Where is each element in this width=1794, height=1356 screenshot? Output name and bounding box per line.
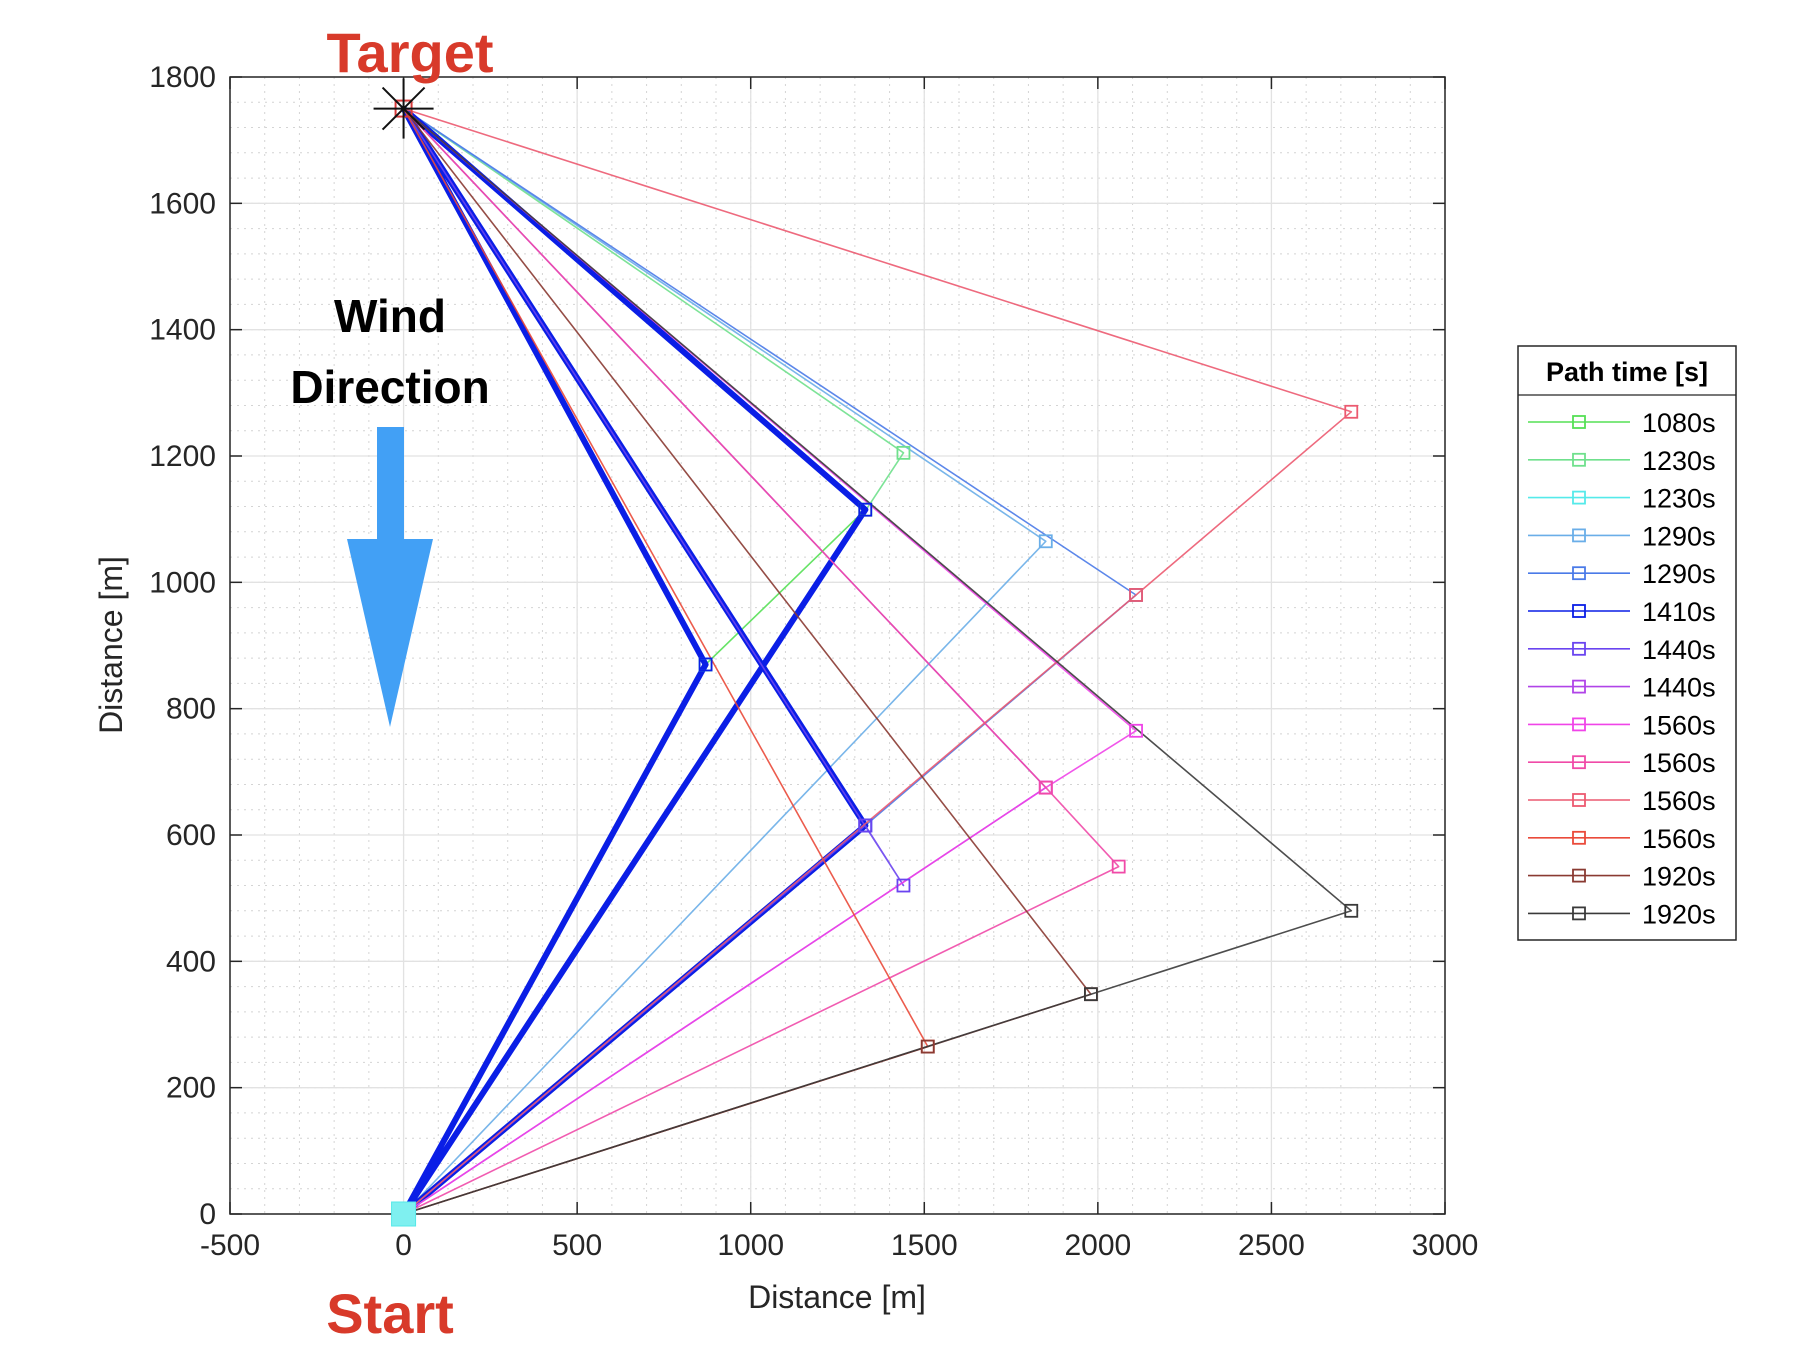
wind-direction-arrow-icon xyxy=(347,427,433,727)
y-tick-label: 600 xyxy=(166,819,216,852)
plot-frame xyxy=(229,76,1446,1215)
y-axis-label: Distance [m] xyxy=(93,556,129,734)
wind-label-line2: Direction xyxy=(290,361,489,413)
series-line-10 xyxy=(403,107,1353,1215)
markers-layer xyxy=(698,404,1359,1054)
legend-entry-label: 1290s xyxy=(1642,521,1716,551)
legend-swatch-marker xyxy=(1572,868,1586,883)
legend-swatch-marker xyxy=(1572,755,1586,770)
y-tick-label: 1400 xyxy=(149,314,216,347)
legend-entry-label: 1560s xyxy=(1642,824,1716,854)
x-tick-label: 0 xyxy=(395,1229,412,1262)
series-marker-12 xyxy=(920,1039,935,1054)
legend-swatch-marker xyxy=(1572,452,1586,467)
legend-swatch-marker xyxy=(1572,906,1586,921)
series-marker-9 xyxy=(1038,780,1053,795)
plot-background xyxy=(230,77,1445,1214)
legend-swatch-marker xyxy=(1572,679,1586,694)
legend-swatch-marker xyxy=(1572,717,1586,732)
y-tick-label: 1000 xyxy=(149,566,216,599)
x-axis-label: Distance [m] xyxy=(748,1279,926,1315)
series-marker-10 xyxy=(1129,588,1143,602)
wind-arrow-shaft xyxy=(377,427,404,540)
wind-arrow-head xyxy=(347,539,433,727)
x-tick-label: 3000 xyxy=(1412,1229,1479,1262)
series-layer xyxy=(400,105,1353,1217)
x-tick-label: 2500 xyxy=(1238,1229,1305,1262)
legend-entry-label: 1230s xyxy=(1642,484,1716,514)
y-tick-label: 200 xyxy=(166,1072,216,1105)
x-tick-label: -500 xyxy=(200,1229,260,1262)
series-marker-13 xyxy=(1344,903,1359,918)
legend-swatch-marker xyxy=(1572,604,1586,618)
start-square xyxy=(391,1201,417,1227)
legend-swatch-marker xyxy=(1572,641,1586,656)
series-marker-8 xyxy=(1129,723,1143,738)
series-marker-3 xyxy=(1038,534,1053,549)
legend-entry-label: 1920s xyxy=(1642,862,1716,892)
legend-entry-label: 1410s xyxy=(1642,597,1716,627)
legend-entry-label: 1440s xyxy=(1642,673,1716,703)
series-line-3 xyxy=(403,107,1047,1215)
x-tick-label: 2000 xyxy=(1064,1229,1131,1262)
x-tick-label: 1000 xyxy=(717,1229,784,1262)
y-tick-label: 800 xyxy=(166,693,216,726)
series-marker-5 xyxy=(698,657,713,672)
series-marker-10 xyxy=(1344,404,1359,419)
series-marker-13 xyxy=(1084,987,1098,1002)
series-marker-9 xyxy=(1111,859,1126,874)
legend-swatch-marker xyxy=(1572,490,1586,505)
legend-entry-label: 1230s xyxy=(1642,446,1716,476)
x-tick-label: 1500 xyxy=(891,1229,958,1262)
target-star-stroke xyxy=(381,86,426,131)
legend-box xyxy=(1517,345,1737,941)
series-marker-6 xyxy=(858,818,873,833)
series-line-13 xyxy=(403,107,1353,1215)
tick-labels: -500 0 500 1000 1500 2000 2500 3000020040060080… xyxy=(149,61,1478,1262)
y-tick-label: 0 xyxy=(199,1198,216,1231)
legend-entry-label: 1560s xyxy=(1642,786,1716,816)
y-tick-label: 400 xyxy=(166,945,216,978)
legend-entry-label: 1080s xyxy=(1642,408,1716,438)
series-marker-1 xyxy=(896,445,911,460)
target-label: Target xyxy=(327,21,494,84)
legend-swatch-marker xyxy=(1572,793,1586,807)
series-line-9 xyxy=(403,108,1120,1215)
y-tick-label: 1800 xyxy=(149,61,216,94)
legend-swatch-marker xyxy=(1572,830,1586,845)
series-marker-6 xyxy=(896,878,911,893)
legend: Path time [s] 1080s1230s1230s1290s1290s1… xyxy=(1517,345,1737,941)
legend-entry-label: 1440s xyxy=(1642,635,1716,665)
legend-swatch-marker xyxy=(1572,566,1586,581)
start-label: Start xyxy=(326,1282,454,1345)
y-tick-label: 1200 xyxy=(149,440,216,473)
legend-entry-label: 1920s xyxy=(1642,899,1716,929)
y-tick-label: 1600 xyxy=(149,187,216,220)
legend-title: Path time [s] xyxy=(1546,357,1708,387)
wind-label-line1: Wind xyxy=(334,290,446,342)
series-marker-5 xyxy=(858,502,873,517)
legend-entry-label: 1560s xyxy=(1642,710,1716,740)
x-tick-label: 500 xyxy=(552,1229,602,1262)
legend-entry-label: 1290s xyxy=(1642,559,1716,589)
legend-entry-label: 1560s xyxy=(1642,748,1716,778)
legend-swatch-marker xyxy=(1572,528,1586,543)
legend-swatch-marker xyxy=(1572,415,1586,429)
series-line-8 xyxy=(403,107,1137,1215)
target-star-icon xyxy=(373,78,434,139)
legend-items: 1080s 1230s 1230s 1290s 1290s 1410s 1440s 1440s… xyxy=(1528,408,1716,929)
start-marker xyxy=(391,1201,417,1227)
